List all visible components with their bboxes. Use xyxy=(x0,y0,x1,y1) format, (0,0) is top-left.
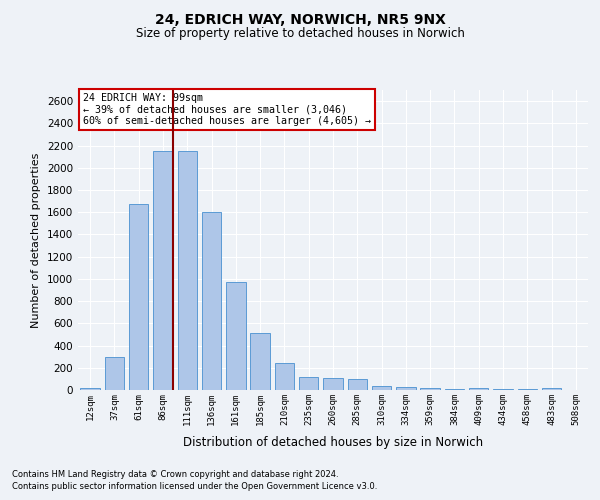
Text: Size of property relative to detached houses in Norwich: Size of property relative to detached ho… xyxy=(136,28,464,40)
Bar xyxy=(129,204,148,390)
Bar xyxy=(372,386,391,390)
Text: Contains HM Land Registry data © Crown copyright and database right 2024.: Contains HM Land Registry data © Crown c… xyxy=(12,470,338,479)
Bar xyxy=(518,389,537,390)
Bar xyxy=(178,151,197,390)
Bar xyxy=(323,378,343,390)
Bar xyxy=(469,388,488,390)
Bar xyxy=(153,151,173,390)
Text: 24 EDRICH WAY: 99sqm
← 39% of detached houses are smaller (3,046)
60% of semi-de: 24 EDRICH WAY: 99sqm ← 39% of detached h… xyxy=(83,93,371,126)
Text: 24, EDRICH WAY, NORWICH, NR5 9NX: 24, EDRICH WAY, NORWICH, NR5 9NX xyxy=(155,12,445,26)
Bar xyxy=(299,376,319,390)
Bar xyxy=(396,386,416,390)
Bar xyxy=(202,212,221,390)
Text: Distribution of detached houses by size in Norwich: Distribution of detached houses by size … xyxy=(183,436,483,449)
Y-axis label: Number of detached properties: Number of detached properties xyxy=(31,152,41,328)
Bar xyxy=(275,363,294,390)
Bar xyxy=(347,380,367,390)
Bar xyxy=(80,388,100,390)
Bar xyxy=(542,388,561,390)
Bar xyxy=(421,388,440,390)
Bar xyxy=(493,389,513,390)
Bar xyxy=(445,389,464,390)
Bar xyxy=(250,334,270,390)
Bar xyxy=(226,282,245,390)
Text: Contains public sector information licensed under the Open Government Licence v3: Contains public sector information licen… xyxy=(12,482,377,491)
Bar xyxy=(105,356,124,390)
